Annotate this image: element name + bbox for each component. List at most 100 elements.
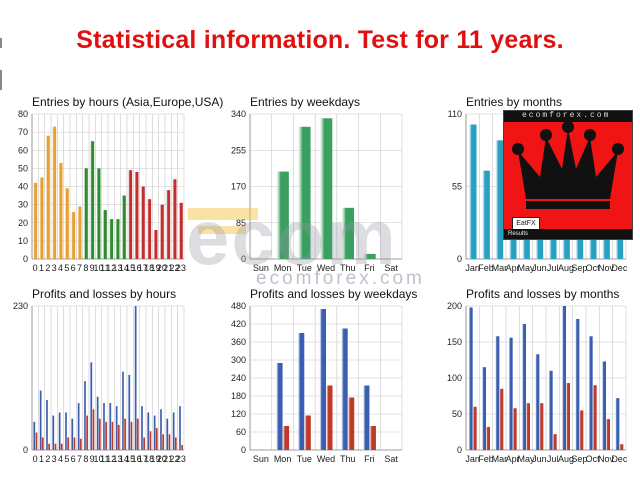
bar-profit xyxy=(508,337,513,450)
x-tick-label: 4 xyxy=(58,263,63,273)
bar-profit xyxy=(109,403,112,450)
bar xyxy=(140,186,145,259)
bar xyxy=(83,168,88,259)
x-tick-label: 19 xyxy=(150,454,160,464)
x-tick-label: 10 xyxy=(93,454,103,464)
bar-profit xyxy=(548,370,553,450)
bar-loss xyxy=(130,421,133,450)
x-tick-label: 22 xyxy=(169,263,179,273)
chart-title: Profits and losses by weekdays xyxy=(250,287,417,301)
x-tick-label: Dec xyxy=(611,263,628,273)
x-tick-label: 2 xyxy=(45,263,50,273)
bar xyxy=(153,230,158,259)
bar-loss xyxy=(85,415,88,450)
bar-profit xyxy=(297,333,305,450)
x-tick-label: May xyxy=(517,263,535,273)
x-tick-label: 16 xyxy=(131,263,141,273)
x-tick-label: Jan xyxy=(465,454,480,464)
bar xyxy=(341,207,355,259)
chart-title: Entries by months xyxy=(466,95,562,109)
x-tick-label: 19 xyxy=(150,263,160,273)
bar-loss xyxy=(180,444,183,450)
bar-loss xyxy=(54,443,57,450)
bar-loss xyxy=(326,385,333,450)
x-tick-label: 17 xyxy=(138,263,148,273)
x-tick-label: 8 xyxy=(83,454,88,464)
x-tick-label: 18 xyxy=(144,454,154,464)
x-tick-label: 14 xyxy=(119,454,129,464)
y-tick-label: 0 xyxy=(457,254,462,264)
bar xyxy=(172,179,177,259)
x-tick-label: Mar xyxy=(492,454,508,464)
bar xyxy=(134,172,139,259)
bar-loss xyxy=(512,408,517,450)
x-tick-label: 1 xyxy=(39,263,44,273)
x-tick-label: 12 xyxy=(106,454,116,464)
x-tick-label: 2 xyxy=(45,454,50,464)
x-tick-label: 23 xyxy=(176,263,186,273)
x-tick-label: 9 xyxy=(90,263,95,273)
x-tick-label: Fri xyxy=(364,454,375,464)
bar-loss xyxy=(111,421,114,450)
x-tick-label: 5 xyxy=(64,263,69,273)
chart-profits-losses-by-months: Profits and losses by months 0 50 100 150 200… xyxy=(447,287,628,464)
bar xyxy=(276,171,289,259)
y-tick-label: 10 xyxy=(18,236,28,246)
bar-loss xyxy=(149,431,152,450)
y-tick-label: 340 xyxy=(231,109,246,119)
x-tick-label: 21 xyxy=(163,454,173,464)
x-tick-label: 21 xyxy=(163,263,173,273)
bar-loss xyxy=(282,426,290,450)
bar-profit xyxy=(64,412,67,450)
bar-profit xyxy=(102,403,105,450)
bar-profit xyxy=(575,318,580,450)
x-tick-label: Apr xyxy=(506,263,520,273)
y-tick-label: 0 xyxy=(241,445,246,455)
y-tick-label: 50 xyxy=(18,163,28,173)
bar-loss xyxy=(66,437,69,450)
bar xyxy=(147,199,152,259)
bar-profit xyxy=(153,415,156,450)
bar-profit xyxy=(83,381,86,450)
bar xyxy=(64,188,69,259)
x-tick-label: 13 xyxy=(112,263,122,273)
bar xyxy=(109,219,114,259)
x-tick-label: Oct xyxy=(586,454,601,464)
bar xyxy=(90,141,95,259)
bar-profit xyxy=(128,374,131,450)
bar xyxy=(128,170,133,259)
x-tick-label: 10 xyxy=(93,263,103,273)
x-tick-label: 20 xyxy=(157,263,167,273)
bar-loss xyxy=(472,406,477,450)
x-tick-label: 7 xyxy=(77,263,82,273)
x-tick-label: 22 xyxy=(169,454,179,464)
y-tick-label: 50 xyxy=(452,409,462,419)
y-tick-label: 230 xyxy=(13,301,28,311)
bar-profit xyxy=(562,306,566,450)
bar-loss xyxy=(526,403,530,450)
y-tick-label: 480 xyxy=(231,301,246,311)
bar-profit xyxy=(535,354,540,450)
x-tick-label: 15 xyxy=(125,454,135,464)
bar-loss xyxy=(552,434,557,450)
x-tick-label: 6 xyxy=(71,263,76,273)
y-tick-label: 40 xyxy=(18,182,28,192)
chart-profits-losses-by-weekdays: Profits and losses by weekdays 0 60 120 180 2… xyxy=(231,287,417,464)
x-tick-label: Wed xyxy=(317,454,335,464)
y-tick-label: 110 xyxy=(448,109,462,119)
bar-loss xyxy=(73,437,76,450)
bar-loss xyxy=(619,444,624,450)
bar-profit xyxy=(96,396,99,450)
bar-loss xyxy=(155,428,158,450)
y-tick-label: 120 xyxy=(231,409,246,419)
x-tick-label: 11 xyxy=(100,454,109,464)
bar xyxy=(121,195,126,259)
x-tick-label: 12 xyxy=(106,263,116,273)
y-tick-label: 0 xyxy=(457,445,462,455)
x-tick-label: 20 xyxy=(157,454,167,464)
x-tick-label: Nov xyxy=(598,454,615,464)
bar-profit xyxy=(147,412,150,450)
bar-profit xyxy=(77,403,80,450)
x-tick-label: Tue xyxy=(297,263,312,273)
